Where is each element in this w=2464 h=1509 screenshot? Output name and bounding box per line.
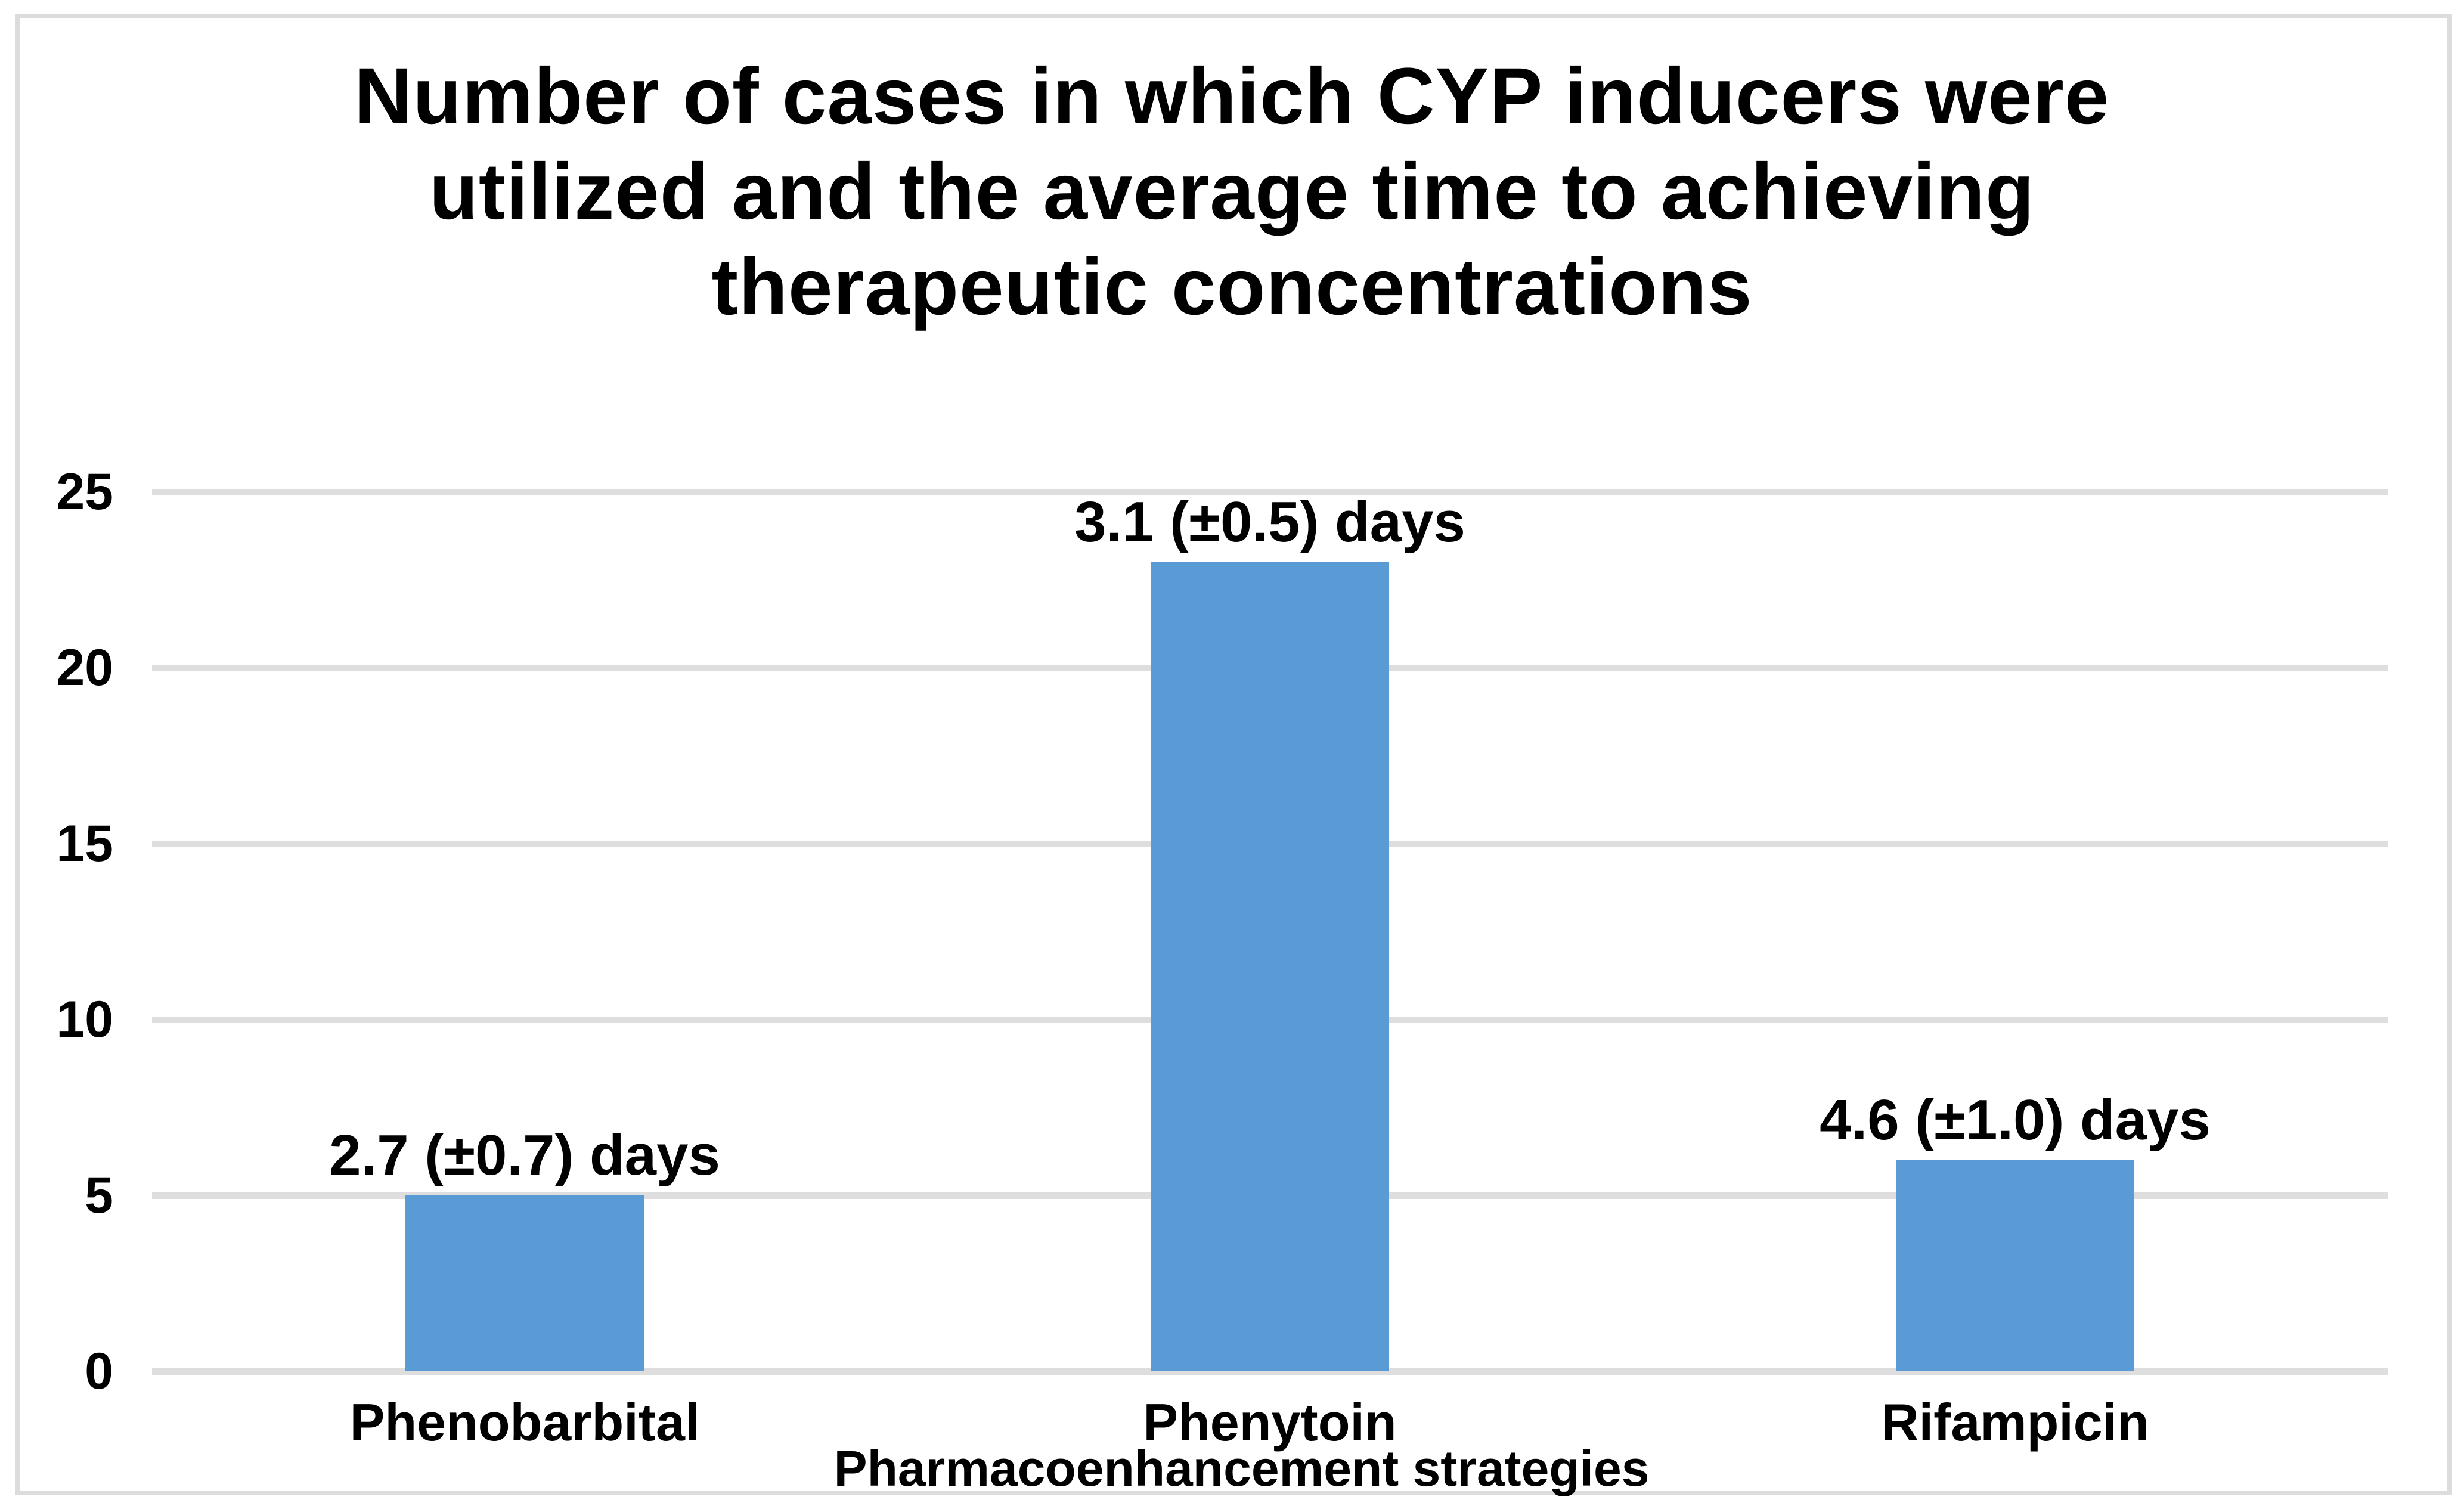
chart-title-line-2: utilized and the average time to achievi… [429, 147, 2035, 236]
gridline-y-0 [152, 1368, 2388, 1375]
bar-value-label-phenytoin: 3.1 (±0.5) days [1074, 490, 1465, 554]
chart-title-line-1: Number of cases in which CYP inducers we… [354, 52, 2110, 141]
x-axis-title: Pharmacoenhancement strategies [833, 1440, 1650, 1496]
category-label-rifampicin: Rifampicin [1881, 1393, 2149, 1452]
bar-value-label-phenobarbital: 2.7 (±0.7) days [329, 1123, 720, 1187]
y-axis-tick-label-20: 20 [56, 639, 113, 696]
chart-title: Number of cases in which CYP inducers we… [0, 49, 2464, 335]
chart-title-line-3: therapeutic concentrations [711, 243, 1753, 331]
bar-rifampicin [1896, 1160, 2134, 1371]
bar-value-label-rifampicin: 4.6 (±1.0) days [1820, 1088, 2211, 1152]
y-axis-tick-label-5: 5 [85, 1167, 113, 1224]
bar-phenytoin [1151, 562, 1389, 1371]
bar-phenobarbital [405, 1195, 644, 1371]
gridline-y-25 [152, 489, 2388, 495]
y-axis-tick-label-15: 15 [56, 815, 113, 872]
y-axis-tick-label-0: 0 [85, 1343, 113, 1400]
y-axis-tick-label-10: 10 [56, 991, 113, 1048]
y-axis-tick-label-25: 25 [56, 463, 113, 520]
category-label-phenobarbital: Phenobarbital [349, 1393, 700, 1452]
category-label-phenytoin: Phenytoin [1143, 1393, 1397, 1452]
